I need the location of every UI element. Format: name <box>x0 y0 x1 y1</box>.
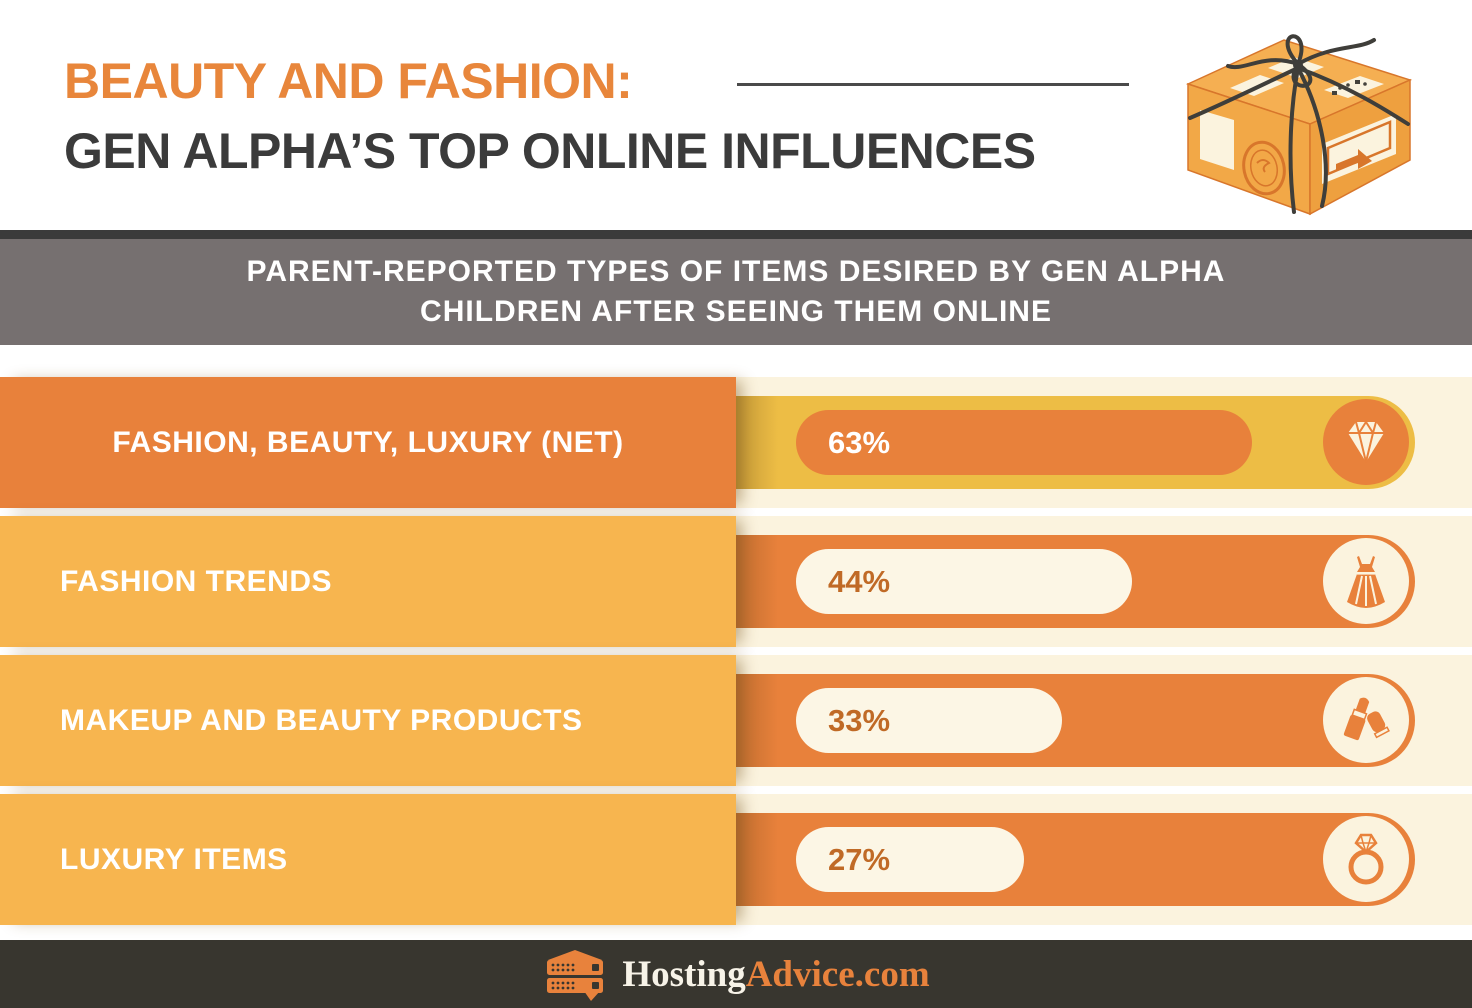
table-row: MAKEUP AND BEAUTY PRODUCTS 33% <box>0 655 1472 786</box>
brand-wordmark: HostingAdvice.com <box>622 953 929 996</box>
bar-area: 33% <box>736 655 1472 786</box>
brand-part-hosting: Hosting <box>622 953 746 995</box>
brand-part-dotcom: .com <box>854 953 930 995</box>
bar-fill-1: 44% <box>796 549 1132 614</box>
bar-area: 27% <box>736 794 1472 925</box>
diamond-icon <box>1348 420 1384 463</box>
page-title-accent: BEAUTY AND FASHION: <box>64 53 633 109</box>
dress-icon <box>1347 556 1385 608</box>
lipstick-icon <box>1343 697 1390 741</box>
category-icon-badge <box>1323 816 1409 902</box>
banner-line-2: CHILDREN AFTER SEEING THEM ONLINE <box>420 295 1052 328</box>
title-divider-line <box>737 83 1129 86</box>
bar-fill-0: 63% <box>796 410 1252 475</box>
category-label: LUXURY ITEMS <box>0 794 736 925</box>
bar-fill-2: 33% <box>796 688 1062 753</box>
bar-fill-3: 27% <box>796 827 1024 892</box>
bar-chart: FASHION, BEAUTY, LUXURY (NET) 63% <box>0 377 1472 933</box>
category-icon-badge <box>1323 538 1409 624</box>
category-label: MAKEUP AND BEAUTY PRODUCTS <box>0 655 736 786</box>
table-row: FASHION, BEAUTY, LUXURY (NET) 63% <box>0 377 1472 508</box>
page-title-main: GEN ALPHA’S TOP ONLINE INFLUENCES <box>64 123 1036 179</box>
value-label: 44% <box>828 563 891 599</box>
brand-part-advice: Advice <box>745 953 855 995</box>
category-label: FASHION, BEAUTY, LUXURY (NET) <box>0 377 736 508</box>
value-label: 33% <box>828 702 891 738</box>
value-label: 63% <box>828 424 891 460</box>
bar-area: 44% <box>736 516 1472 647</box>
table-row: LUXURY ITEMS 27% <box>0 794 1472 925</box>
table-row: FASHION TRENDS 44% <box>0 516 1472 647</box>
banner-line-1: PARENT-REPORTED TYPES OF ITEMS DESIRED B… <box>246 254 1226 288</box>
ring-icon <box>1348 833 1384 885</box>
bar-area: 63% <box>736 377 1472 508</box>
category-label: FASHION TRENDS <box>0 516 736 647</box>
category-icon-badge <box>1323 399 1409 485</box>
chart-title-banner: PARENT-REPORTED TYPES OF ITEMS DESIRED B… <box>0 230 1472 345</box>
category-icon-badge <box>1323 677 1409 763</box>
server-icon <box>547 950 604 1001</box>
value-label: 27% <box>828 841 891 877</box>
hostingadvice-logo[interactable]: HostingAdvice.com <box>542 947 930 1001</box>
footer-bar: HostingAdvice.com <box>0 940 1472 1008</box>
parcel-box-illustration <box>1185 34 1413 216</box>
